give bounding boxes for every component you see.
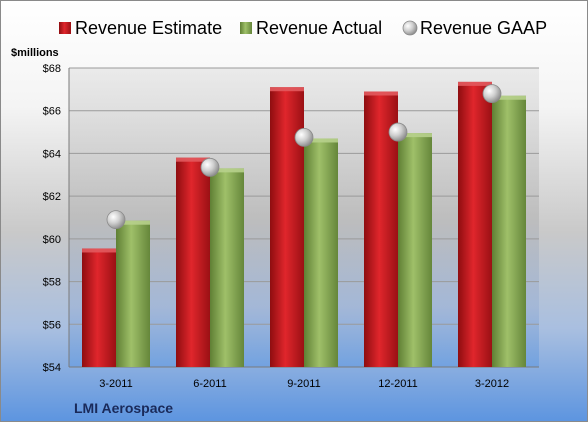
bar-top xyxy=(82,248,116,253)
x-tick-label: 3-2011 xyxy=(99,378,132,390)
legend-swatch xyxy=(402,20,418,36)
unit-label: $millions xyxy=(11,47,59,59)
y-tick-label: $56 xyxy=(43,319,61,331)
bar-top xyxy=(116,220,150,225)
gaap-marker xyxy=(200,157,220,177)
bar-revenue-estimate xyxy=(270,87,304,367)
gaap-marker xyxy=(106,210,126,230)
legend-label: Revenue GAAP xyxy=(420,18,547,38)
x-tick-label: 9-2011 xyxy=(287,378,320,390)
bar-revenue-actual xyxy=(492,95,526,367)
company-label: LMI Aerospace xyxy=(74,400,173,416)
legend-label: Revenue Estimate xyxy=(75,18,222,38)
bar-revenue-estimate xyxy=(458,81,492,367)
bar-top xyxy=(304,138,338,143)
y-tick-label: $62 xyxy=(43,191,61,203)
y-tick-label: $54 xyxy=(43,362,61,374)
bar-top xyxy=(270,87,304,92)
x-tick-label: 6-2011 xyxy=(193,378,226,390)
bar-revenue-actual xyxy=(210,168,244,367)
bar-top xyxy=(364,91,398,96)
y-tick-label: $66 xyxy=(43,106,61,118)
gaap-marker xyxy=(294,128,314,147)
x-tick-label: 12-2011 xyxy=(378,378,418,390)
bar-revenue-estimate xyxy=(176,157,210,367)
y-tick-label: $64 xyxy=(43,148,61,160)
gaap-marker xyxy=(482,84,502,104)
bar-top xyxy=(398,133,432,138)
legend-swatch xyxy=(240,22,252,34)
bar-revenue-actual xyxy=(304,138,338,367)
y-tick-label: $60 xyxy=(43,234,61,246)
x-tick-label: 3-2012 xyxy=(475,378,509,390)
y-tick-label: $58 xyxy=(43,277,61,289)
gaap-marker xyxy=(388,122,408,142)
legend-label: Revenue Actual xyxy=(256,18,382,38)
bar-revenue-actual xyxy=(398,133,432,367)
bar-top xyxy=(492,95,526,100)
bar-revenue-estimate xyxy=(82,248,116,367)
bar-top xyxy=(210,168,244,173)
bar-top xyxy=(458,81,492,86)
legend-swatch xyxy=(59,22,71,34)
bar-revenue-actual xyxy=(116,220,150,367)
y-tick-label: $68 xyxy=(43,63,61,75)
bar-top xyxy=(176,157,210,162)
